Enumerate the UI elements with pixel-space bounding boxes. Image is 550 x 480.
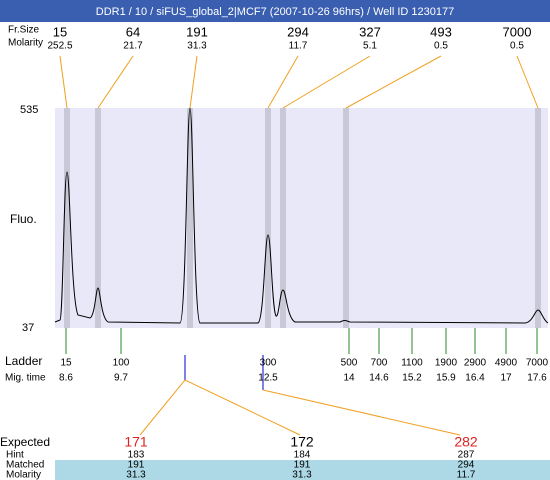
y-max: 535 [20,104,38,116]
peak-molarity: 0.5 [510,41,524,52]
title: DDR1 / 10 / siFUS_global_2|MCF7 (2007-10… [96,6,455,18]
row-label: Hint [6,450,24,461]
connector [184,379,301,436]
peak-size: 64 [126,24,140,39]
peak-band [64,108,70,328]
peak-molarity: 31.3 [187,41,207,52]
ladder-size: 7000 [526,358,549,369]
molarity-label: Molarity [8,38,43,49]
ladder-label: Ladder [5,354,42,368]
peak-molarity: 5.1 [363,41,377,52]
peak-connector [516,55,539,109]
ladder-time: 8.6 [59,373,73,384]
peak-molarity: 0.5 [434,41,448,52]
peak-size: 294 [287,24,309,39]
ladder-time: 15.9 [436,373,456,384]
peak-connector [189,55,198,109]
cell-matched: 191 [128,460,145,471]
ladder-time: 14.6 [369,373,389,384]
cell-molarity: 31.3 [292,470,312,480]
cell-expected: 282 [454,434,478,450]
ladder-time: 14 [343,373,355,384]
peak-molarity: 21.7 [123,41,143,52]
ladder-size: 100 [113,358,130,369]
peak-size: 327 [359,24,381,39]
cell-hint: 183 [128,450,145,461]
peak-connector [59,55,68,109]
row-label: Molarity [6,470,41,480]
peak-connector [97,55,134,109]
cell-hint: 287 [458,450,475,461]
ladder-size: 700 [371,358,388,369]
peak-band [535,108,541,328]
peak-band [265,108,271,328]
row-label: Expected [0,435,50,449]
cell-hint: 184 [294,450,311,461]
ladder-size: 4900 [495,358,518,369]
peak-band [187,108,193,328]
row-label: Matched [6,460,44,471]
connector [262,389,461,436]
cell-molarity: 31.3 [126,470,146,480]
cell-molarity: 11.7 [457,470,476,480]
y-min: 37 [22,322,34,334]
peak-band [343,108,349,328]
ladder-size: 300 [260,358,277,369]
ladder-time: 17 [500,373,512,384]
ladder-time: 9.7 [114,373,128,384]
ladder-size: 500 [341,358,358,369]
time-label: Mig. time [5,373,46,384]
ladder-size: 15 [60,358,72,369]
peak-connector [345,55,442,109]
y-label: Fluo. [10,212,37,226]
ladder-size: 1100 [401,358,423,369]
peak-band [95,108,101,328]
peak-molarity: 252.5 [47,41,72,52]
ladder-time: 16.4 [465,373,485,384]
ladder-size: 1900 [435,358,458,369]
size-label: Fr.Size [8,25,40,36]
plot-area [55,108,548,328]
cell-matched: 191 [294,460,311,471]
matched-band [55,460,550,480]
peak-connector [267,55,299,109]
peak-size: 15 [53,24,67,39]
cell-matched: 294 [458,460,475,471]
peak-molarity: 11.7 [289,41,308,52]
peak-size: 493 [430,24,452,39]
cell-expected: 171 [124,434,148,450]
ladder-time: 17.6 [527,373,547,384]
peak-size: 7000 [503,24,532,39]
cell-expected: 172 [290,434,314,450]
title-bar [0,0,550,22]
trace [54,107,549,324]
ladder-time: 12.5 [258,373,278,384]
connector [139,379,186,436]
ladder-time: 15.2 [402,373,422,384]
ladder-size: 2900 [464,358,487,369]
peak-connector [282,55,371,109]
peak-band [280,108,286,328]
peak-size: 191 [186,24,208,39]
